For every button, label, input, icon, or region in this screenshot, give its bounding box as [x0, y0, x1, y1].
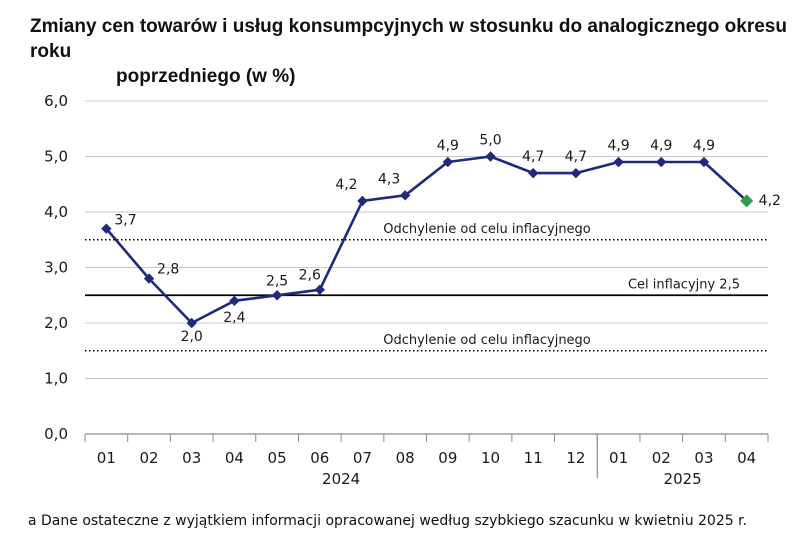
- x-tick-label: 12: [566, 449, 585, 467]
- data-label: 4,9: [693, 138, 715, 154]
- data-label: 4,9: [437, 138, 459, 154]
- x-tick-label: 08: [396, 449, 415, 467]
- data-label: 5,0: [479, 133, 501, 149]
- y-tick-label: 4,0: [44, 203, 68, 221]
- y-tick-label: 2,0: [44, 314, 68, 332]
- line-chart: 0,0 1,0 2,0 3,0 4,0 5,0 6,0 01 02 03 04 05 06 07 08 09 1…: [44, 92, 781, 488]
- x-tick-label: 04: [225, 449, 244, 467]
- data-point-marker: [143, 273, 155, 284]
- x-tick-label: 11: [524, 449, 543, 467]
- data-label: 4,7: [522, 149, 544, 165]
- data-label: 3,7: [114, 213, 136, 229]
- y-tick-label: 0,0: [44, 425, 68, 443]
- data-label: 4,9: [607, 138, 629, 154]
- inflation-target-label: Cel inflacyjny 2,5: [628, 277, 740, 292]
- data-point-marker: [698, 156, 710, 168]
- data-point-marker: [570, 167, 582, 179]
- chart-title-line-1: Zmiany cen towarów i usług konsumpcyjnyc…: [30, 16, 787, 62]
- tolerance-band-label: Odchylenie od celu inflacyjnego: [383, 222, 591, 237]
- x-tick-label: 07: [353, 449, 372, 467]
- tolerance-band-label: Odchylenie od celu inflacyjnego: [383, 333, 591, 348]
- data-label: 2,5: [266, 273, 288, 289]
- data-point-marker: [613, 156, 624, 168]
- data-label: 2,4: [223, 310, 245, 326]
- x-tick-label: 09: [438, 449, 457, 467]
- data-label: 2,0: [181, 329, 203, 345]
- data-point-marker: [442, 156, 454, 168]
- year-label: 2024: [322, 470, 360, 488]
- data-label: 4,2: [335, 177, 357, 193]
- data-point-marker: [656, 156, 667, 168]
- x-tick-label: 05: [268, 449, 287, 467]
- data-point-marker: [528, 167, 539, 179]
- data-point-marker: [485, 151, 496, 162]
- chart-title: Zmiany cen towarów i usług konsumpcyjnyc…: [30, 14, 790, 89]
- x-tick-label: 06: [310, 449, 329, 467]
- data-point-marker: [314, 284, 325, 295]
- y-tick-label: 3,0: [44, 259, 68, 277]
- y-tick-label: 6,0: [44, 92, 68, 110]
- y-tick-label: 1,0: [44, 370, 68, 388]
- data-label: 2,8: [157, 262, 179, 278]
- chart-title-line-2: poprzedniego (w %): [116, 66, 296, 87]
- x-tick-label: 02: [139, 449, 158, 467]
- data-point-marker: [229, 295, 240, 306]
- data-point-marker: [357, 195, 368, 207]
- x-tick-label: 03: [182, 449, 201, 467]
- x-tick-label: 02: [652, 449, 671, 467]
- x-tick-label: 10: [481, 449, 500, 467]
- data-point-marker: [271, 290, 283, 301]
- x-tick-label: 01: [609, 449, 628, 467]
- data-label: 4,9: [650, 138, 672, 154]
- data-point-marker: [740, 194, 754, 208]
- x-tick-label: 04: [737, 449, 756, 467]
- data-label: 4,7: [565, 149, 587, 165]
- data-point-marker: [101, 223, 112, 234]
- y-tick-label: 5,0: [44, 148, 68, 166]
- data-point-marker: [399, 190, 411, 201]
- data-label: 4,2: [759, 193, 781, 209]
- x-tick-label: 01: [97, 449, 116, 467]
- data-point-marker: [186, 317, 197, 329]
- year-label: 2025: [664, 470, 702, 488]
- data-label: 2,6: [299, 268, 321, 284]
- data-label: 4,3: [378, 171, 400, 187]
- series-line: [105, 155, 748, 325]
- x-tick-label: 03: [694, 449, 713, 467]
- footnote: a Dane ostateczne z wyjątkiem informacji…: [28, 513, 748, 529]
